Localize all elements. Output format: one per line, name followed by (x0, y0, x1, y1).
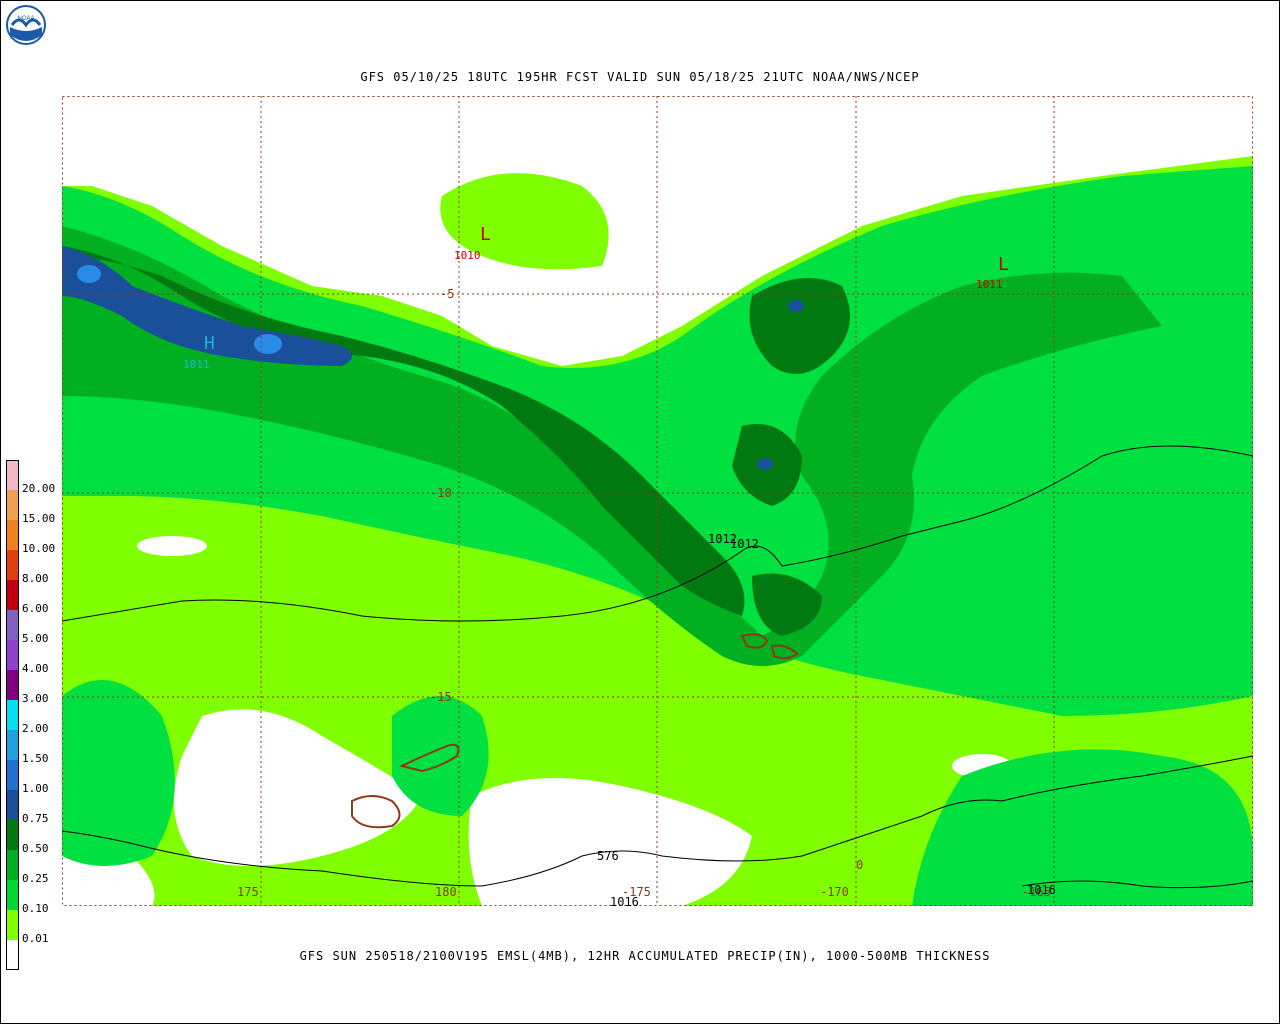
lat-lon-grid (62, 96, 1253, 906)
legend-swatch (6, 640, 19, 670)
coastlines (351, 633, 799, 829)
legend-label: 4.00 (22, 662, 49, 675)
precip-dark-patch (752, 573, 822, 636)
legend-swatch (6, 580, 19, 610)
legend-label: 0.25 (22, 872, 49, 885)
legend-swatch (6, 460, 19, 490)
isobar-label: 1016 (610, 895, 639, 906)
page-title: GFS 05/10/25 18UTC 195HR FCST VALID SUN … (360, 70, 920, 84)
lat-label: -5 (440, 287, 454, 301)
dry-region-south-center (468, 778, 752, 906)
map-canvas: 175 180 -175 -170 -165 -5 -10 -15 0 576 … (62, 96, 1253, 906)
noaa-logo: NOAA (6, 5, 46, 45)
legend-label: 6.00 (22, 602, 49, 615)
legend-swatch (6, 520, 19, 550)
precip-lightblue-cell (77, 265, 101, 283)
precip-legend: 20.00 15.00 10.00 8.00 6.00 5.00 4.00 3.00 2.00 1… (6, 460, 66, 972)
legend-swatch (6, 610, 19, 640)
lat-label: -15 (430, 690, 452, 704)
legend-swatch (6, 910, 19, 940)
isobar-label: 1012 (708, 532, 737, 546)
precip-lightblue-cell (254, 334, 282, 354)
precip-blue-max (62, 246, 352, 366)
isobar-label: 1016 (1027, 883, 1056, 897)
legend-label: 0.50 (22, 842, 49, 855)
precip-lightblue-cell (757, 458, 773, 470)
lon-label: 175 (237, 885, 259, 899)
legend-swatch (6, 790, 19, 820)
legend-label: 0.01 (22, 932, 49, 945)
low-pressure-value: 1011 (976, 278, 1003, 291)
isobars (62, 445, 1253, 889)
high-pressure-value: 1011 (183, 358, 210, 371)
legend-label: 3.00 (22, 692, 49, 705)
legend-label: 8.00 (22, 572, 49, 585)
legend-label: 10.00 (22, 542, 56, 555)
legend-label: 5.00 (22, 632, 49, 645)
precip-heavy-band (62, 226, 1162, 666)
lon-label: -165 (1022, 885, 1051, 899)
legend-swatch (6, 820, 19, 850)
figure-caption: GFS SUN 250518/2100V195 EMSL(4MB), 12HR … (299, 949, 991, 963)
low-pressure-symbol: L (480, 224, 491, 245)
legend-swatch (6, 760, 19, 790)
lat-label: -10 (430, 486, 452, 500)
low-pressure-symbol: L (998, 254, 1009, 275)
legend-swatch (6, 880, 19, 910)
legend-swatch (6, 490, 19, 520)
legend-label: 0.10 (22, 902, 49, 915)
precip-dark-core-east (749, 278, 850, 374)
legend-label: 20.00 (22, 482, 56, 495)
precip-lightblue-cell (788, 300, 804, 312)
high-pressure-symbol: H (204, 333, 215, 354)
precip-mid-south (62, 680, 175, 866)
dry-patch (137, 536, 207, 556)
dry-region-north-patch (440, 173, 609, 270)
legend-label: 15.00 (22, 512, 56, 525)
low-pressure-value: 1010 (454, 249, 481, 262)
legend-swatch (6, 940, 19, 970)
dry-region-southwest (174, 709, 422, 866)
lon-label: 180 (435, 885, 457, 899)
legend-swatch (6, 550, 19, 580)
precip-mid-east-south (912, 749, 1253, 906)
thickness-label: 576 (597, 849, 619, 863)
legend-swatch (6, 730, 19, 760)
legend-label: 2.00 (22, 722, 49, 735)
precip-map: 175 180 -175 -170 -165 -5 -10 -15 0 576 … (62, 96, 1253, 906)
legend-label: 0.75 (22, 812, 49, 825)
legend-swatch (6, 700, 19, 730)
noaa-logo-text: NOAA (17, 16, 34, 22)
lon-label: -170 (820, 885, 849, 899)
legend-swatch (6, 850, 19, 880)
legend-label: 1.00 (22, 782, 49, 795)
lon-label: -175 (622, 885, 651, 899)
precip-mid-fiji (392, 696, 489, 816)
precip-dark-core (62, 246, 745, 616)
legend-swatch (6, 670, 19, 700)
isobar-label: 1012 (730, 537, 759, 551)
legend-label: 1.50 (22, 752, 49, 765)
marker-label: 0 (856, 858, 863, 872)
